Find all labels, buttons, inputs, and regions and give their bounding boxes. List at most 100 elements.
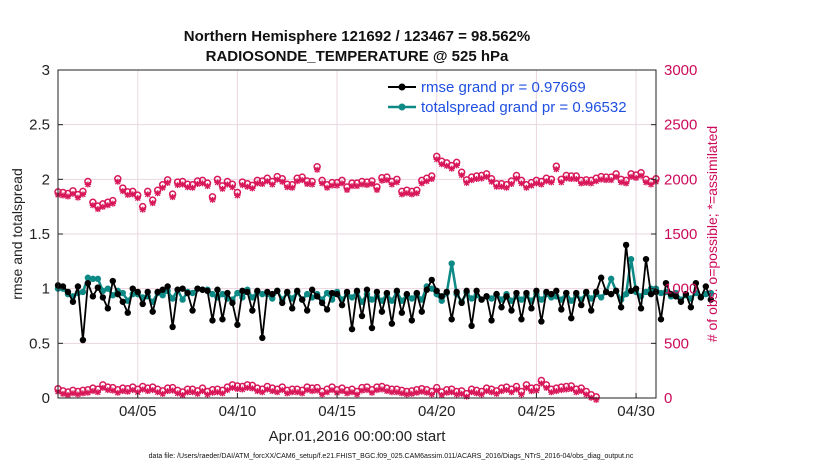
totalspread-point <box>627 255 635 263</box>
rmse-point <box>383 289 391 297</box>
obs-assimilated-marker <box>433 387 440 394</box>
rmse-point <box>368 324 376 332</box>
obs-assimilated-marker <box>448 165 455 172</box>
obs-assimilated-marker <box>403 391 411 398</box>
obs-assimilated-marker <box>254 180 261 187</box>
rmse-point <box>94 284 102 291</box>
rmse-point <box>119 298 126 305</box>
obs-assimilated-marker <box>543 178 550 185</box>
obs-assimilated-marker <box>428 391 435 398</box>
obs-assimilated-marker <box>294 178 301 185</box>
y-right-tick-label: 0 <box>664 390 672 407</box>
y-tick-label: 3 <box>42 62 50 79</box>
obs-assimilated-marker <box>438 391 445 398</box>
obs-assimilated-marker <box>269 181 276 188</box>
obs-assimilated-marker <box>622 180 630 187</box>
x-axis: 04/05 04/10 04/15 04/20 04/25 04/30 <box>119 393 655 420</box>
y-tick-label: 2 <box>42 171 50 188</box>
x-tick-label: 04/10 <box>219 403 257 420</box>
x-tick-label: 04/05 <box>119 403 157 420</box>
rmse-point <box>323 306 331 313</box>
obs-assimilated-marker <box>378 177 386 184</box>
rmse-point <box>398 309 406 316</box>
obs-assimilated-marker <box>493 183 500 190</box>
obs-assimilated-marker <box>563 175 570 182</box>
obs-assimilated-marker <box>94 389 102 396</box>
rmse-point <box>328 289 336 297</box>
obs-assimilated-marker <box>119 388 126 395</box>
rmse-point <box>573 289 580 297</box>
obs-assimilated-marker <box>194 180 201 187</box>
obs-assimilated-marker <box>109 387 117 394</box>
obs-assimilated-marker <box>408 390 416 397</box>
totalspread-point <box>597 294 605 301</box>
rmse-point <box>418 308 425 315</box>
obs-assimilated-marker <box>189 184 196 191</box>
rmse-point <box>578 301 585 309</box>
obs-assimilated-marker <box>548 389 555 396</box>
rmse-series <box>54 241 715 344</box>
totalspread-point <box>104 285 112 292</box>
rmse-point <box>348 325 356 333</box>
rmse-point <box>289 305 296 312</box>
obs-assimilated-marker <box>89 388 97 395</box>
obs-assimilated-marker <box>518 180 525 187</box>
rmse-point <box>104 305 112 312</box>
obs-assimilated-marker <box>508 389 515 396</box>
chart-title: Northern Hemisphere 121692 / 123467 = 98… <box>184 28 530 45</box>
obs-assimilated-marker <box>393 389 401 396</box>
obs-assimilated-marker <box>284 390 291 397</box>
rmse-point <box>69 298 77 305</box>
obs-assimilated-marker <box>602 177 610 184</box>
obs-assimilated-marker <box>453 391 460 398</box>
rmse-point <box>403 290 411 298</box>
obs-assimilated-marker <box>124 388 131 395</box>
rmse-point <box>204 287 211 295</box>
obs-assimilated-marker <box>249 385 256 392</box>
rmse-point <box>124 309 131 316</box>
y-right-tick-label: 2500 <box>664 117 697 134</box>
rmse-point <box>518 316 525 323</box>
obs-assimilated-marker <box>328 387 336 394</box>
rmse-point <box>244 288 251 296</box>
obs-assimilated-marker <box>169 387 176 394</box>
obs-assimilated-marker <box>323 184 331 191</box>
obs-assimilated-marker <box>378 386 386 393</box>
obs-assimilated-marker <box>478 175 485 182</box>
rmse-point <box>159 286 166 293</box>
rmse-point <box>89 293 97 300</box>
y-tick-label: 1 <box>42 281 50 298</box>
obs-assimilated-marker <box>468 177 475 184</box>
rmse-point <box>478 296 485 303</box>
totalspread-point <box>622 290 630 298</box>
x-axis-label: Apr.01,2016 00:00:00 start <box>269 428 447 445</box>
obs-assimilated-marker <box>264 178 271 185</box>
obs-assimilated-marker <box>129 191 136 198</box>
legend: rmse grand pr = 0.97669 totalspread gran… <box>388 79 627 116</box>
obs-assimilated-marker <box>308 181 316 188</box>
rmse-point <box>109 277 117 285</box>
rmse-point <box>548 290 555 298</box>
rmse-point <box>144 288 151 296</box>
rmse-point <box>388 320 396 327</box>
obs-assimilated-marker <box>583 391 590 398</box>
obs-assimilated-marker <box>174 182 181 189</box>
rmse-point <box>64 288 72 296</box>
rmse-point <box>423 286 430 293</box>
rmse-point <box>154 288 161 296</box>
obs-assimilated-marker <box>642 179 650 186</box>
obs-assimilated-marker <box>483 388 490 395</box>
obs-assimilated-marker <box>219 185 226 192</box>
rmse-point <box>597 274 605 281</box>
rmse-point <box>189 307 196 314</box>
rmse-point <box>149 308 156 315</box>
rmse-point <box>169 323 176 331</box>
obs-assimilated-marker <box>99 384 107 391</box>
obs-assimilated-marker <box>159 390 166 397</box>
obs-assimilated-marker <box>139 206 146 213</box>
rmse-point <box>632 285 640 292</box>
totalspread-point <box>84 274 92 281</box>
rmse-point <box>303 307 311 314</box>
obs-assimilated-marker <box>593 178 600 185</box>
obs-assimilated-marker <box>74 194 82 201</box>
